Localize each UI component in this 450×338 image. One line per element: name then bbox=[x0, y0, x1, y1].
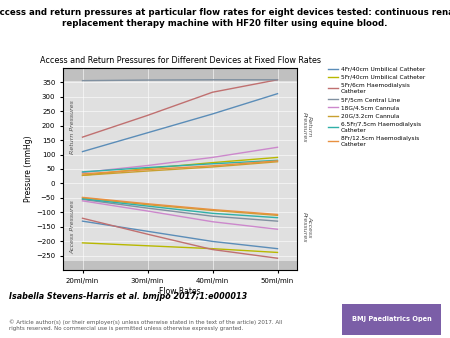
Text: © Article author(s) (or their employer(s) unless otherwise stated in the text of: © Article author(s) (or their employer(s… bbox=[9, 319, 282, 331]
Text: Return
Pressures: Return Pressures bbox=[302, 112, 312, 142]
Text: Access Pressures: Access Pressures bbox=[70, 200, 75, 254]
Bar bbox=[63, 261, 297, 270]
Bar bbox=[63, 68, 297, 81]
Legend: 4Fr/40cm Umbilical Catheter, 5Fr/40cm Umbilical Catheter, 5Fr/6cm Haemodialysis
: 4Fr/40cm Umbilical Catheter, 5Fr/40cm Um… bbox=[328, 67, 425, 147]
Text: Access and return pressures at particular flow rates for eight devices tested: c: Access and return pressures at particula… bbox=[0, 8, 450, 28]
Text: Isabella Stevens-Harris et al. bmjpo 2017;1:e000013: Isabella Stevens-Harris et al. bmjpo 201… bbox=[9, 292, 247, 301]
Title: Access and Return Pressures for Different Devices at Fixed Flow Rates: Access and Return Pressures for Differen… bbox=[40, 56, 320, 66]
Y-axis label: Pressure (mmHg): Pressure (mmHg) bbox=[24, 136, 33, 202]
Text: BMJ Paediatrics Open: BMJ Paediatrics Open bbox=[351, 316, 432, 322]
Text: Access
Pressures: Access Pressures bbox=[302, 212, 312, 242]
Text: Return Pressures: Return Pressures bbox=[70, 100, 75, 154]
X-axis label: Flow Rates: Flow Rates bbox=[159, 287, 201, 296]
